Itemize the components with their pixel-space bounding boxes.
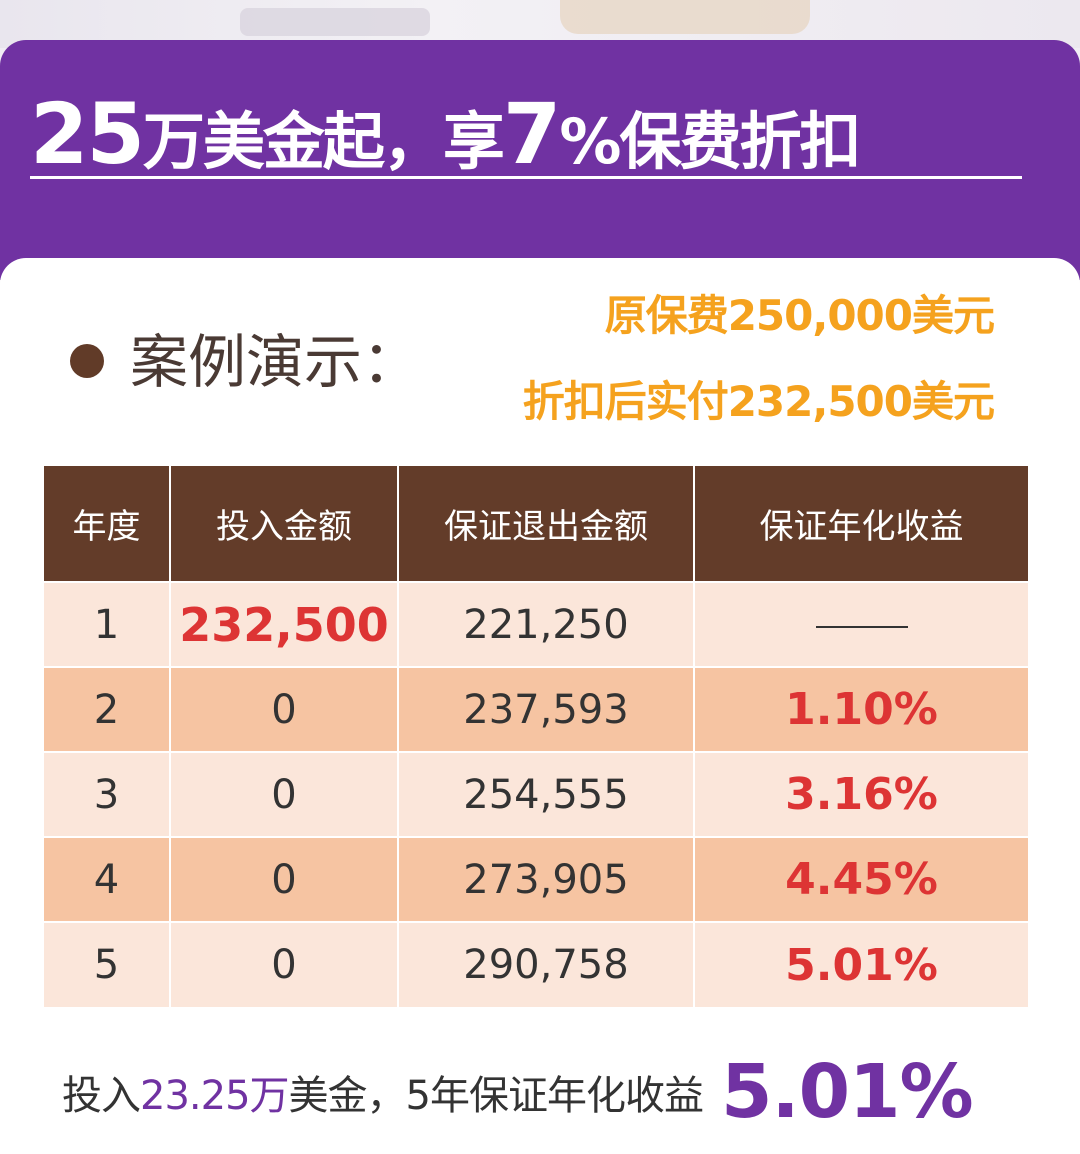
original-premium: 原保费250,000美元 — [604, 291, 995, 340]
cell-yield — [694, 581, 1028, 667]
banner-decoration — [560, 0, 810, 34]
returns-table: 年度 投入金额 保证退出金额 保证年化收益 1 232,500 221,250 … — [44, 466, 1028, 1007]
cell-investment: 0 — [170, 666, 399, 752]
summary-rate: 5.01% — [720, 1049, 974, 1135]
cell-exit: 237,593 — [398, 666, 695, 752]
cell-exit: 221,250 — [398, 581, 695, 667]
table-row: 5 0 290,758 5.01% — [44, 921, 1028, 1007]
cell-year: 1 — [44, 581, 171, 667]
cell-year: 3 — [44, 751, 171, 837]
cell-exit: 254,555 — [398, 751, 695, 837]
summary-middle: 美金，5年保证年化收益 — [288, 1073, 704, 1119]
summary-amount: 23.25万 — [140, 1073, 290, 1119]
bullet-icon — [70, 344, 104, 378]
banner-decoration — [240, 8, 430, 36]
cell-year: 2 — [44, 666, 171, 752]
table-row: 4 0 273,905 4.45% — [44, 836, 1028, 922]
summary-prefix: 投入 — [62, 1073, 141, 1119]
cell-exit: 290,758 — [398, 921, 695, 1007]
cell-yield: 1.10% — [694, 666, 1028, 752]
headline-text: 万美金起，享 — [142, 105, 505, 178]
table-row: 3 0 254,555 3.16% — [44, 751, 1028, 837]
table-header-row: 年度 投入金额 保证退出金额 保证年化收益 — [44, 466, 1028, 582]
headline-underline — [30, 176, 1022, 179]
header-exit-amount: 保证退出金额 — [398, 466, 695, 582]
cell-investment: 0 — [170, 836, 399, 922]
headline-amount: 25 — [30, 85, 145, 183]
cell-exit: 273,905 — [398, 836, 695, 922]
header-annual-yield: 保证年化收益 — [694, 466, 1028, 582]
table-row: 2 0 237,593 1.10% — [44, 666, 1028, 752]
cell-investment: 232,500 — [170, 581, 399, 667]
cell-investment: 0 — [170, 921, 399, 1007]
header-year: 年度 — [44, 466, 171, 582]
empty-dash — [815, 625, 908, 628]
discounted-premium: 折扣后实付232,500美元 — [522, 377, 995, 426]
cell-year: 4 — [44, 836, 171, 922]
cell-investment: 0 — [170, 751, 399, 837]
table-row: 1 232,500 221,250 — [44, 581, 1028, 667]
cell-yield: 4.45% — [694, 836, 1028, 922]
summary-line: 投入 23.25万 美金，5年保证年化收益 5.01% — [62, 1049, 1062, 1135]
case-title: 案例演示： — [130, 328, 421, 396]
header-investment: 投入金额 — [170, 466, 399, 582]
headline-discount: 7 — [502, 85, 561, 183]
headline-text-end: %保费折扣 — [559, 105, 861, 178]
cell-yield: 3.16% — [694, 751, 1028, 837]
cell-year: 5 — [44, 921, 171, 1007]
headline: 25 万美金起，享 7 %保费折扣 — [30, 86, 1022, 182]
cell-yield: 5.01% — [694, 921, 1028, 1007]
header-band — [0, 40, 1080, 280]
